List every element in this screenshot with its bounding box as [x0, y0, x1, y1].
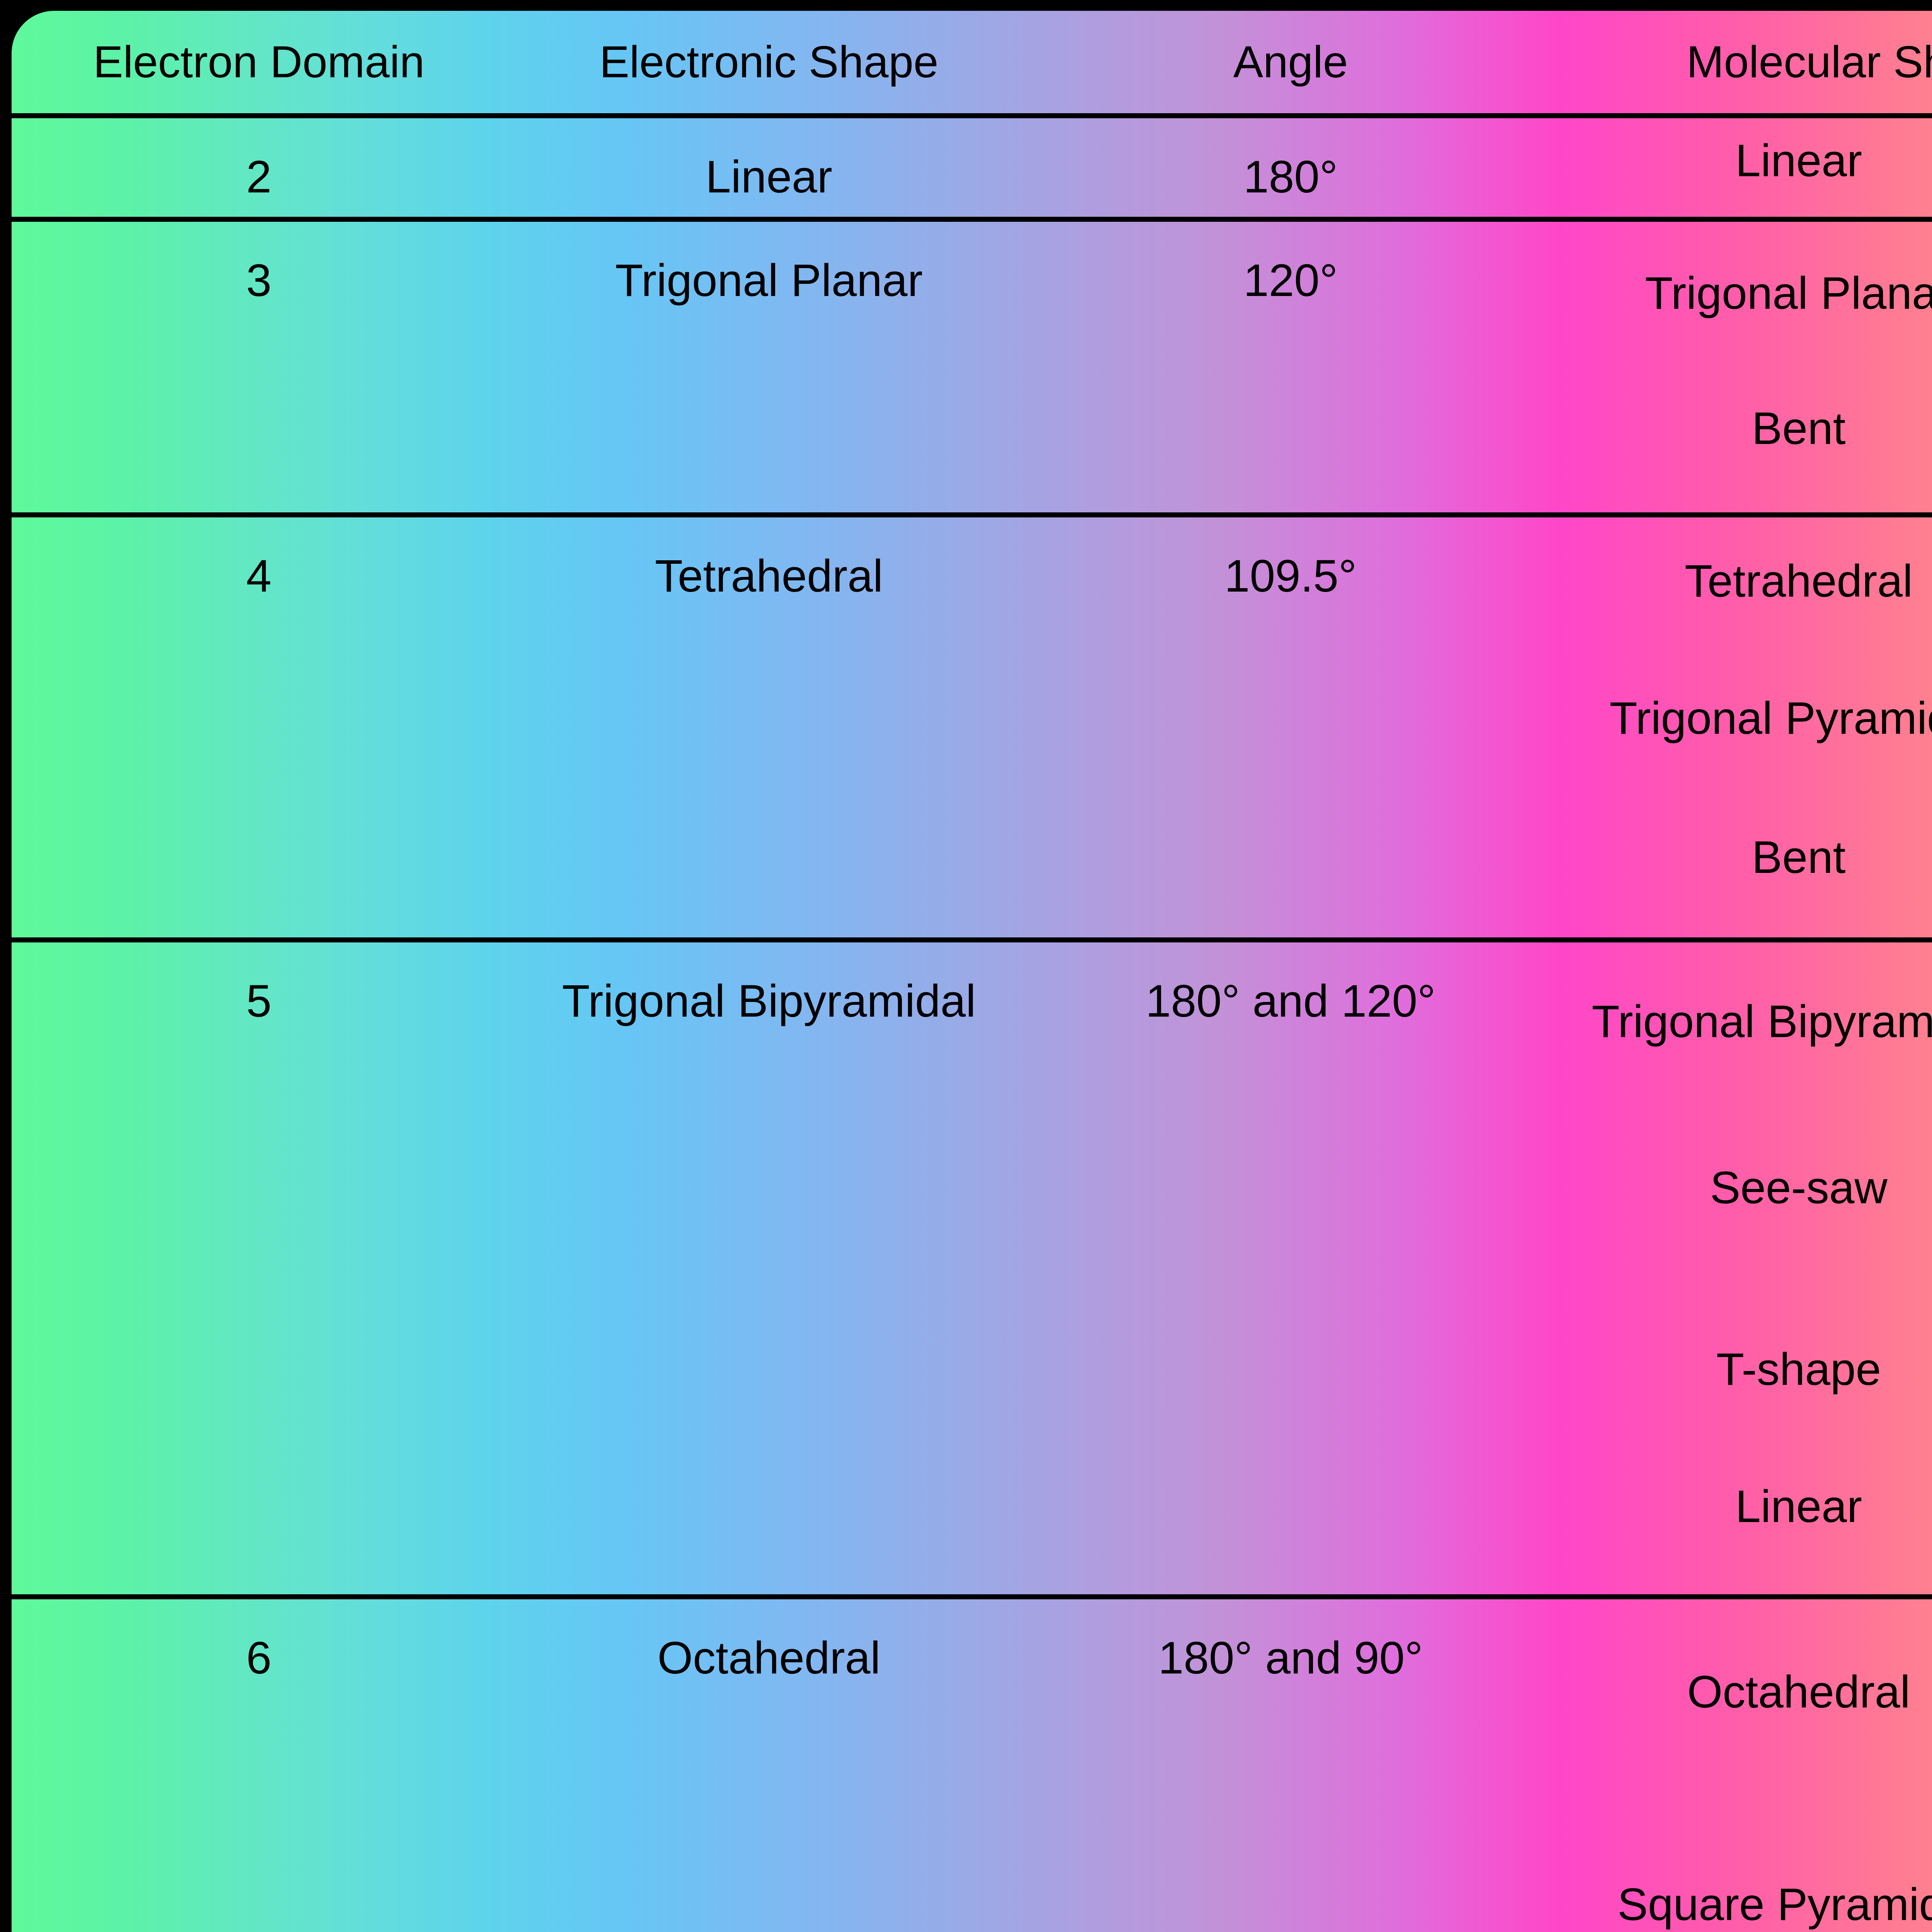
molecular-shape-entry: Tetrahedral: [1549, 525, 1932, 637]
cell-electron-domain: 3: [12, 222, 506, 512]
molecular-shape-label: Trigonal Bipyramidal: [1592, 996, 1932, 1047]
table-row-2-domains: 2 Linear 180° Linear: [12, 118, 1932, 222]
value-angle: 180° and 90°: [1158, 1633, 1423, 1684]
molecular-shape-entry: Linear: [1549, 1449, 1932, 1565]
molecular-shape-entry: Square Pyramidal: [1549, 1835, 1932, 1932]
value-electronic-shape: Octahedral: [657, 1633, 881, 1684]
molecular-shape-label: Trigonal Pyramidal: [1609, 693, 1932, 744]
value-electronic-shape: Tetrahedral: [655, 551, 883, 602]
cell-electronic-shape: Trigonal Planar: [506, 222, 1032, 512]
value-electron-domain: 5: [246, 976, 272, 1027]
table-body: Electron Domain Electronic Shape Angle M…: [12, 11, 1932, 1932]
table-row-3-domains: 3 Trigonal Planar 120° Trigonal Planar: [12, 222, 1932, 517]
value-electronic-shape: Trigonal Bipyramidal: [562, 976, 976, 1027]
table-row-5-domains: 5 Trigonal Bipyramidal 180° and 120° Tri…: [12, 942, 1932, 1599]
cell-angle: 109.5°: [1032, 517, 1549, 937]
cell-electron-domain: 6: [12, 1599, 506, 1932]
cell-angle: 180° and 120°: [1032, 942, 1549, 1594]
cell-molecular-shape: Linear: [1549, 118, 1932, 217]
value-angle: 180° and 120°: [1145, 976, 1436, 1027]
molecular-shape-label: Linear: [1735, 1481, 1862, 1532]
table-header-row: Electron Domain Electronic Shape Angle M…: [12, 11, 1932, 118]
cell-electron-domain: 2: [12, 118, 506, 217]
header-label-angle: Angle: [1233, 36, 1348, 87]
header-cell-electron-domain: Electron Domain: [12, 11, 506, 113]
header-cell-angle: Angle: [1032, 11, 1549, 113]
molecular-shape-label: See-saw: [1710, 1162, 1888, 1213]
cell-electronic-shape: Tetrahedral: [506, 517, 1032, 937]
header-label-molecular-shape: Molecular Shape: [1686, 36, 1932, 87]
value-electronic-shape: Trigonal Planar: [615, 255, 923, 306]
molecular-shape-entry: Bent: [1549, 801, 1932, 913]
molecular-shape-label: Trigonal Planar: [1645, 268, 1932, 319]
molecular-shape-label: Bent: [1752, 832, 1846, 883]
molecular-shape-list: Octahedral: [1549, 1599, 1932, 1932]
molecular-shape-list: Tetrahedral: [1549, 517, 1932, 937]
molecular-shape-list: Trigonal Planar: [1549, 222, 1932, 512]
molecular-shape-label: Tetrahedral: [1684, 556, 1913, 607]
header-label-electronic-shape: Electronic Shape: [599, 36, 939, 87]
cell-electronic-shape: Linear: [506, 118, 1032, 217]
molecular-shape-label: T-shape: [1716, 1344, 1881, 1395]
molecular-shape-entry: T-shape: [1549, 1306, 1932, 1433]
molecular-shape-entry: Bent: [1549, 372, 1932, 485]
cell-electronic-shape: Octahedral: [506, 1599, 1032, 1932]
cell-electron-domain: 5: [12, 942, 506, 1594]
value-electron-domain: 3: [246, 255, 272, 306]
value-electron-domain: 6: [246, 1633, 272, 1684]
vsepr-table: Electron Domain Electronic Shape Angle M…: [12, 11, 1932, 1932]
value-electronic-shape: Linear: [705, 151, 832, 202]
value-angle: 180°: [1243, 151, 1338, 202]
molecular-shape-entry: Trigonal Pyramidal: [1549, 662, 1932, 774]
value-electron-domain: 2: [246, 151, 272, 202]
molecular-shape-list: Trigonal Bipyramidal: [1549, 942, 1932, 1594]
cell-molecular-shape: Octahedral: [1549, 1599, 1932, 1932]
header-label-electron-domain: Electron Domain: [93, 36, 425, 87]
molecular-shape-label: Linear: [1735, 135, 1862, 186]
molecular-shape-entry: Octahedral: [1549, 1611, 1932, 1773]
table-row-4-domains: 4 Tetrahedral 109.5° Tetrahedral: [12, 517, 1932, 942]
molecular-shape-label: Square Pyramidal: [1617, 1879, 1932, 1930]
cell-angle: 120°: [1032, 222, 1549, 512]
cell-molecular-shape: Trigonal Planar: [1549, 222, 1932, 512]
cell-angle: 180°: [1032, 118, 1549, 217]
molecular-shape-label: Octahedral: [1687, 1667, 1910, 1718]
molecular-shape-list: Linear: [1549, 118, 1932, 217]
value-electron-domain: 4: [246, 551, 272, 602]
value-angle: 109.5°: [1224, 551, 1357, 602]
cell-electron-domain: 4: [12, 517, 506, 937]
cell-molecular-shape: Tetrahedral: [1549, 517, 1932, 937]
value-angle: 120°: [1243, 255, 1338, 306]
molecular-shape-entry: Linear: [1549, 130, 1932, 192]
header-cell-electronic-shape: Electronic Shape: [506, 11, 1032, 113]
molecular-shape-entry: Trigonal Bipyramidal: [1549, 950, 1932, 1093]
header-cell-molecular-shape: Molecular Shape: [1549, 11, 1932, 113]
table-row-6-domains: 6 Octahedral 180° and 90° Octahedral: [12, 1599, 1932, 1932]
cell-electronic-shape: Trigonal Bipyramidal: [506, 942, 1032, 1594]
molecular-shape-label: Bent: [1752, 403, 1846, 454]
molecular-shape-entry: See-saw: [1549, 1126, 1932, 1250]
molecular-shape-entry: Trigonal Planar: [1549, 237, 1932, 349]
cell-molecular-shape: Trigonal Bipyramidal: [1549, 942, 1932, 1594]
cell-angle: 180° and 90°: [1032, 1599, 1549, 1932]
